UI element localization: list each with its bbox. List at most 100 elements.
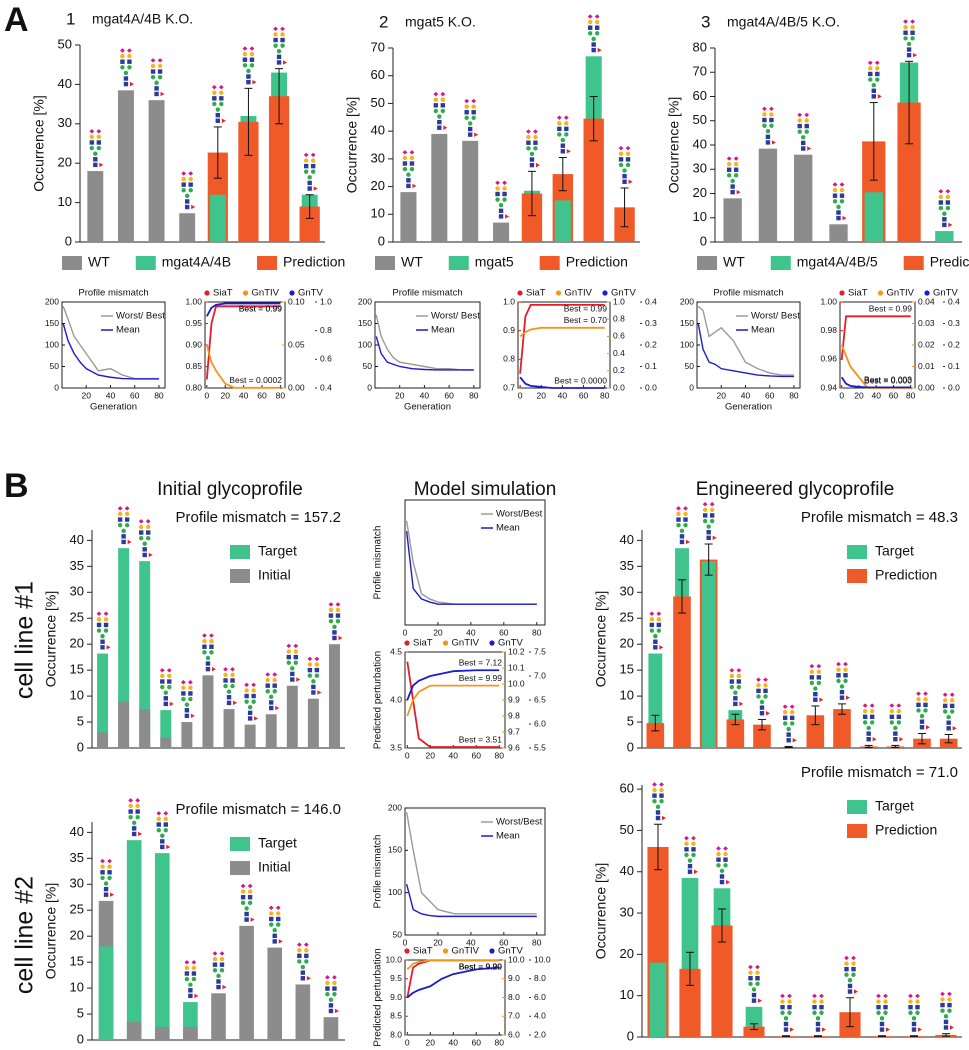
glycan-diamond <box>938 189 944 194</box>
glycan-square <box>103 622 109 628</box>
glycan-square <box>851 966 856 972</box>
glycan-diamond <box>945 189 951 194</box>
y-tick-label: 150 <box>388 845 402 855</box>
glycan-square <box>533 140 538 145</box>
y-tick-label: 2.0 <box>534 1029 546 1039</box>
glycan-circle <box>716 863 721 868</box>
y-tick-label: 0.3 <box>948 318 960 328</box>
glycan-circle <box>184 965 190 971</box>
glycan-square <box>131 831 137 837</box>
glycan-circle <box>219 956 225 962</box>
glycan-icon <box>96 611 111 650</box>
glycan-circle <box>782 721 788 726</box>
x-tick-label: 20 <box>854 390 864 400</box>
y-tick-label: 150 <box>45 318 59 328</box>
bar <box>209 194 226 242</box>
legend-label: GnTIV <box>252 288 280 299</box>
glycan-circle <box>869 709 875 714</box>
glycan-circle <box>290 666 295 671</box>
glycan-circle <box>251 688 256 693</box>
bar <box>307 698 319 748</box>
x-tick-label: 40 <box>239 390 249 400</box>
glycan-diamond <box>702 502 708 507</box>
error-bar <box>305 194 314 219</box>
glycan-square <box>325 986 330 991</box>
legend-label: Worst/Best <box>496 509 543 520</box>
glycan-diamond <box>310 152 316 158</box>
glycan-circle <box>676 522 681 528</box>
legend-label: GnTIV <box>452 946 480 957</box>
glycan-diamond <box>769 106 774 112</box>
glycan-circle <box>160 673 165 679</box>
glycan-circle <box>587 31 593 36</box>
glycan-circle <box>748 970 753 975</box>
row-label: cell line #1 <box>11 581 39 699</box>
glycan-circle <box>332 991 337 997</box>
glycan-square <box>464 110 469 115</box>
glycan-diamond <box>107 858 112 864</box>
glycan-square <box>889 714 895 720</box>
glycan-diamond <box>780 993 785 999</box>
glycan-square <box>780 1004 785 1010</box>
glycan-square <box>163 701 168 707</box>
chart-title: mgat4A/4B/5 K.O. <box>727 14 840 30</box>
glycan-circle <box>247 900 253 906</box>
glycan-icon <box>184 960 199 999</box>
glycan-circle <box>653 633 658 639</box>
glycan-square <box>498 208 504 213</box>
plot-frame <box>404 807 546 936</box>
glycan-square <box>844 966 849 972</box>
glycan-square <box>226 695 232 700</box>
glycan-square <box>409 161 415 166</box>
glycan-circle <box>903 36 908 41</box>
glycan-circle <box>135 803 140 809</box>
glycan-square <box>787 1004 792 1010</box>
legend-swatch <box>847 800 867 814</box>
glycan-square <box>755 976 760 981</box>
glycan-square <box>251 693 256 699</box>
glycan-circle <box>242 63 248 68</box>
glycan-square <box>949 703 955 709</box>
glycan-square <box>216 979 221 984</box>
series-annotation: Best = 0.99 <box>869 304 913 314</box>
error-bar <box>814 1035 822 1038</box>
glycan-square <box>709 513 715 518</box>
glycan-circle <box>103 881 109 886</box>
legend-marker <box>204 290 210 296</box>
chart-title: Profile mismatch <box>392 288 462 299</box>
glycan-square <box>815 1027 821 1032</box>
x-tick-label: 20 <box>395 390 405 400</box>
glycan-circle <box>107 864 112 869</box>
x-tick-label: 60 <box>472 1037 482 1047</box>
glycan-circle <box>219 90 224 95</box>
glycan-circle <box>587 19 593 25</box>
glycan-circle <box>591 36 596 42</box>
glycan-circle <box>702 507 708 513</box>
glycan-square <box>868 71 873 77</box>
error-bar <box>910 1035 918 1038</box>
glycan-square <box>919 725 925 730</box>
glycan-square <box>103 892 109 897</box>
glycan-circle <box>816 669 822 674</box>
glycan-diamond <box>433 91 439 97</box>
glycan-circle <box>209 650 214 655</box>
glycan-square <box>205 661 211 666</box>
glycan-circle <box>96 628 102 633</box>
error-bar <box>654 823 662 871</box>
glycan-triangle <box>758 998 762 1003</box>
glycan-diamond <box>756 677 761 682</box>
glycan-circle <box>819 999 824 1004</box>
bar <box>939 738 958 748</box>
glycan-circle <box>107 875 112 881</box>
glycan-circle <box>733 173 739 178</box>
glycan-square <box>813 697 818 702</box>
glycan-triangle <box>252 79 257 85</box>
glycan-icon <box>273 26 288 65</box>
bar <box>935 231 954 242</box>
legend-label: SiaT <box>526 288 546 299</box>
glycan-square <box>869 714 875 720</box>
glycan-circle <box>181 176 186 182</box>
glycan-circle <box>943 1014 949 1019</box>
glycan-circle <box>801 135 806 140</box>
series-line <box>375 314 474 371</box>
